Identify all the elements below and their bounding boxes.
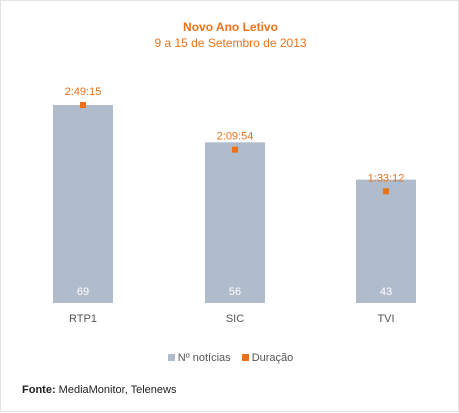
bar-value-label-tvi: 43 bbox=[380, 286, 392, 298]
bar-value-label-sic: 56 bbox=[229, 286, 241, 298]
source-text: MediaMonitor, Telenews bbox=[55, 384, 177, 396]
chart-legend: Nº notícias Duração bbox=[1, 352, 459, 364]
legend-label-noticias: Nº notícias bbox=[177, 352, 231, 364]
chart-subtitle: 9 a 15 de Setembro de 2013 bbox=[154, 36, 307, 50]
duration-marker-sic bbox=[232, 146, 238, 153]
category-label-tvi: TVI bbox=[377, 313, 394, 325]
bar-tvi bbox=[356, 179, 416, 303]
legend-swatch-noticias bbox=[167, 354, 175, 361]
legend-item-duracao: Duração bbox=[241, 352, 294, 364]
legend-label-duracao: Duração bbox=[251, 352, 294, 364]
category-label-sic: SIC bbox=[226, 313, 244, 325]
duration-label-rtp1: 2:49:15 bbox=[65, 86, 102, 98]
source-note: Fonte: MediaMonitor, Telenews bbox=[22, 384, 176, 396]
source-label: Fonte: bbox=[22, 384, 56, 396]
duration-marker-tvi bbox=[383, 188, 389, 195]
bar-value-label-rtp1: 69 bbox=[77, 286, 89, 298]
bar-rtp1 bbox=[53, 105, 113, 303]
duration-label-tvi: 1:33:12 bbox=[368, 172, 405, 184]
duration-label-sic: 2:09:54 bbox=[217, 131, 254, 143]
bar-sic bbox=[205, 142, 265, 303]
duration-marker-rtp1 bbox=[80, 102, 86, 108]
category-label-rtp1: RTP1 bbox=[69, 313, 97, 325]
chart-title: Novo Ano Letivo bbox=[183, 20, 278, 34]
legend-item-noticias: Nº notícias bbox=[167, 352, 231, 364]
legend-swatch-duracao bbox=[241, 354, 249, 361]
